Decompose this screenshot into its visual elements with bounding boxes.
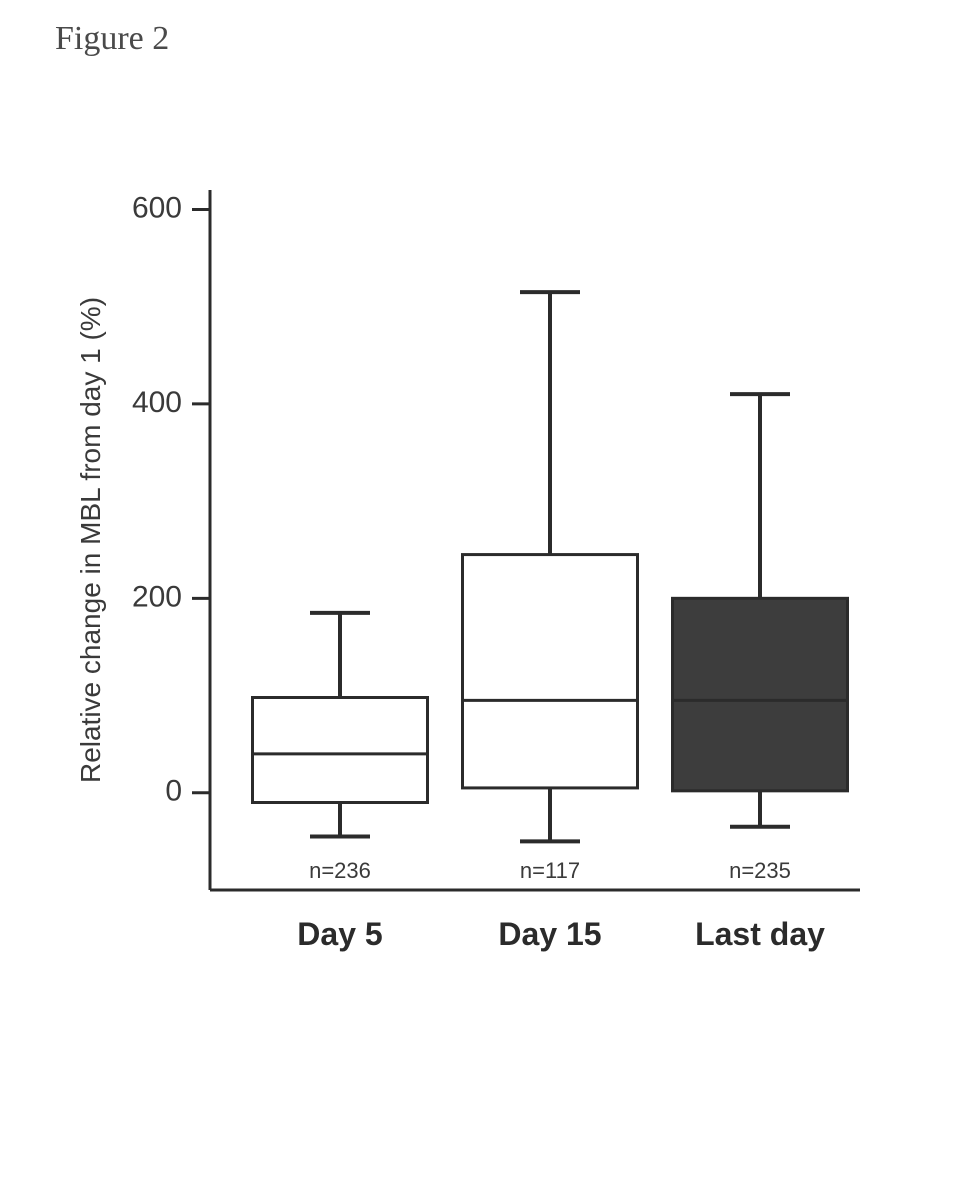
n-label: n=235 bbox=[729, 858, 791, 883]
boxplot-chart: 0 200 400 600 Relative change in MBL from da… bbox=[60, 170, 880, 1050]
y-axis-label: Relative change in MBL from day 1 (%) bbox=[75, 297, 106, 783]
category-label: Day 15 bbox=[498, 916, 601, 952]
page: Figure 2 0 200 400 600 Relative change in MB… bbox=[0, 0, 953, 1189]
category-label: Last day bbox=[695, 916, 825, 952]
category-label: Day 5 bbox=[297, 916, 382, 952]
y-tick-label: 600 bbox=[132, 191, 182, 224]
n-label: n=236 bbox=[309, 858, 371, 883]
chart-svg: 0 200 400 600 Relative change in MBL from da… bbox=[60, 170, 880, 1050]
y-tick-label: 400 bbox=[132, 386, 182, 419]
box-rect bbox=[253, 698, 428, 803]
box-rect bbox=[673, 598, 848, 791]
box-rect bbox=[463, 555, 638, 788]
figure-label: Figure 2 bbox=[55, 20, 169, 58]
n-label: n=117 bbox=[520, 858, 580, 883]
y-tick-label: 0 bbox=[165, 775, 182, 808]
y-tick-label: 200 bbox=[132, 580, 182, 613]
